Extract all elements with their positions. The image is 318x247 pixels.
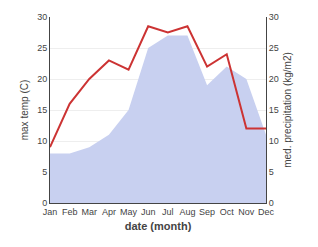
svg-text:Mar: Mar [82,207,98,217]
svg-text:Apr: Apr [102,207,116,217]
svg-text:20: 20 [269,74,279,84]
svg-text:5: 5 [42,167,47,177]
svg-text:10: 10 [269,136,279,146]
svg-text:Aug: Aug [179,207,195,217]
svg-text:med. precipitation (kg/m2): med. precipitation (kg/m2) [282,52,293,168]
svg-text:Jan: Jan [43,207,58,217]
svg-text:10: 10 [37,136,47,146]
svg-text:30: 30 [269,12,279,22]
svg-text:Jul: Jul [162,207,174,217]
svg-text:15: 15 [37,105,47,115]
svg-text:20: 20 [37,74,47,84]
svg-text:Sep: Sep [199,207,215,217]
svg-text:30: 30 [37,12,47,22]
svg-text:max temp (C): max temp (C) [19,80,30,141]
svg-text:Oct: Oct [220,207,235,217]
svg-text:15: 15 [269,105,279,115]
svg-text:25: 25 [37,43,47,53]
svg-text:date (month): date (month) [125,220,192,232]
svg-text:0: 0 [42,198,47,208]
svg-text:Feb: Feb [62,207,78,217]
svg-text:May: May [120,207,138,217]
svg-text:5: 5 [269,167,274,177]
svg-text:Nov: Nov [238,207,255,217]
svg-text:0: 0 [269,198,274,208]
svg-text:Dec: Dec [258,207,275,217]
svg-text:25: 25 [269,43,279,53]
svg-text:Jun: Jun [141,207,156,217]
